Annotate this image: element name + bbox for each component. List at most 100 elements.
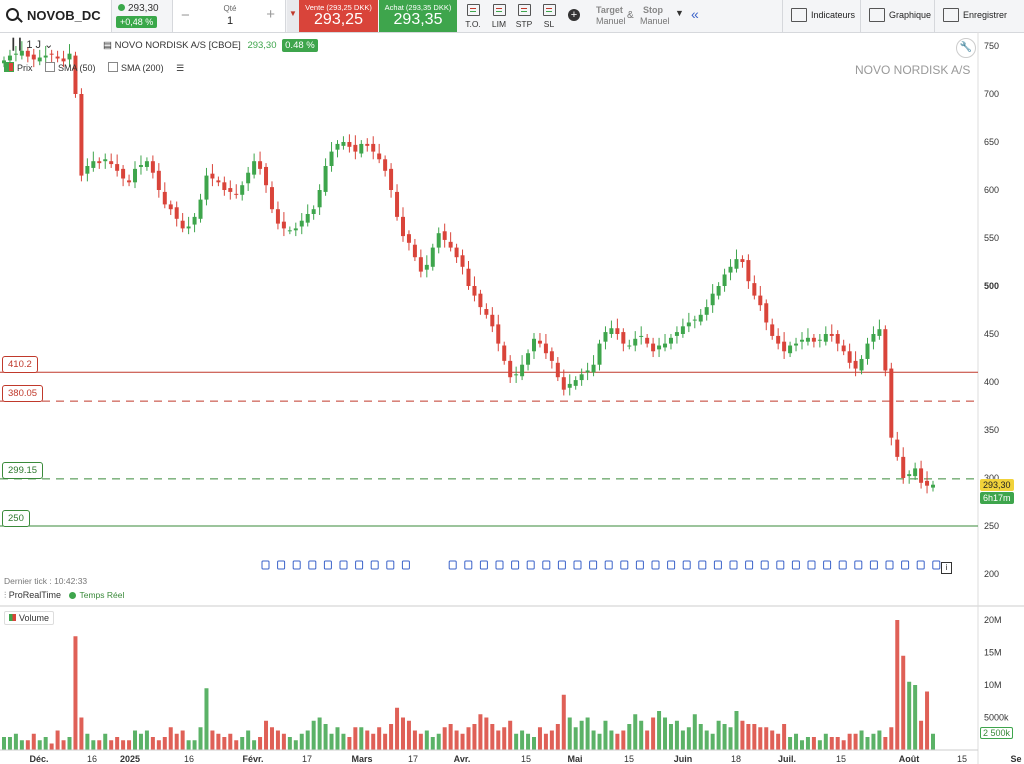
candle	[121, 168, 126, 179]
chevron-down-icon[interactable]: ⌄	[44, 39, 54, 51]
info-icon[interactable]: i	[941, 562, 952, 574]
candle	[811, 337, 816, 342]
candle	[859, 358, 864, 371]
candle-type-icon[interactable]: ┃┃	[10, 39, 24, 51]
order-type-sl[interactable]: SL	[536, 0, 562, 32]
price-tick-label: 700	[984, 89, 999, 99]
candle	[841, 345, 846, 352]
level-label-2[interactable]: 380.05	[2, 385, 44, 402]
candle	[502, 345, 507, 361]
x-tick-label: Févr.	[242, 754, 263, 764]
timeframe-value[interactable]: 1 J	[26, 39, 41, 51]
volume-bar	[133, 730, 138, 750]
order-type-to[interactable]: T.O.	[460, 0, 486, 32]
target-stop-box[interactable]: Target Manuel & Stop Manuel	[582, 0, 672, 32]
legend-sma50-checkbox[interactable]	[45, 62, 56, 72]
candle	[603, 332, 608, 342]
legend-sma200[interactable]: SMA (200)	[108, 62, 164, 73]
timeframe-select[interactable]: ┃┃ 1 J ⌄	[10, 38, 53, 51]
volume-bar	[573, 727, 578, 750]
volume-bar	[680, 730, 685, 750]
top-toolbar: NOVOB_DC 293,30 +0,48 % − Qté 1 + ▼ Vent…	[0, 0, 1024, 33]
price-chart[interactable]: 750 700 650 600 550 500 450 400 350 300 250 200 20M 1…	[0, 32, 1024, 764]
qty-plus-button[interactable]: +	[266, 6, 275, 23]
candle	[341, 142, 346, 146]
stop-sub: Manuel	[640, 16, 670, 26]
sell-options[interactable]: ▼	[287, 0, 299, 32]
save-button[interactable]: Enregistrer	[934, 0, 1024, 32]
volume-bar	[478, 714, 483, 750]
candle	[395, 191, 400, 217]
provider-icon: ⫶	[4, 590, 7, 600]
realtime-dot-icon	[69, 592, 77, 599]
candle	[377, 153, 382, 160]
buy-button[interactable]: Achat (293,35 DKK) 293,35	[379, 0, 457, 32]
volume-marker: 2 500k	[980, 727, 1014, 739]
candle	[448, 241, 453, 248]
qty-minus-button[interactable]: −	[181, 7, 190, 24]
target-options[interactable]: ▼	[672, 0, 686, 32]
candle	[532, 338, 537, 352]
volume-bar	[287, 737, 292, 750]
chart-button[interactable]: Graphique	[860, 0, 934, 32]
candle	[436, 233, 441, 248]
volume-bar	[847, 733, 852, 750]
stop-label: Stop	[643, 5, 663, 15]
quantity-stepper[interactable]: − Qté 1 +	[172, 0, 286, 32]
order-to-label: T.O.	[465, 19, 481, 29]
volume-bar	[663, 717, 668, 750]
order-type-lim[interactable]: LIM	[486, 0, 512, 32]
candle	[561, 377, 566, 390]
candle	[228, 188, 233, 192]
legend-prix[interactable]: Prix	[4, 62, 33, 73]
level-label-4[interactable]: 250	[2, 510, 30, 527]
sell-button[interactable]: Vente (293,25 DKK) 293,25	[299, 0, 378, 32]
chevron-down-icon[interactable]: ▼	[289, 9, 297, 18]
candle	[633, 338, 638, 346]
qty-input[interactable]: 1	[226, 15, 234, 27]
symbol-search[interactable]: NOVOB_DC	[0, 0, 112, 32]
price-tick-label: 200	[984, 569, 999, 579]
volume-bar	[186, 740, 191, 750]
event-icon	[838, 560, 847, 570]
volume-legend[interactable]: Volume	[4, 611, 55, 625]
amp: &	[627, 10, 634, 21]
chevron-down-icon[interactable]: ▼	[675, 8, 684, 18]
candle	[55, 56, 60, 59]
search-icon[interactable]	[6, 8, 19, 21]
wrench-icon[interactable]: 🔧	[956, 38, 976, 58]
legend-sma50[interactable]: SMA (50)	[45, 62, 96, 73]
volume-bar	[234, 740, 239, 750]
candle	[198, 199, 203, 219]
collapse-icon[interactable]: «	[691, 6, 699, 22]
volume-bar	[490, 724, 495, 750]
indicators-button[interactable]: Indicateurs	[782, 0, 860, 32]
volume-bar	[639, 720, 644, 750]
order-lim-label: LIM	[491, 19, 507, 29]
legend-prix-checkbox[interactable]	[4, 62, 14, 72]
x-tick-label: 17	[302, 754, 312, 764]
candle	[710, 293, 715, 306]
add-target-stop-button[interactable]: +	[566, 0, 582, 32]
symbol-name[interactable]: NOVOB_DC	[27, 8, 101, 23]
candle	[555, 362, 560, 378]
level-label-3[interactable]: 299.15	[2, 462, 44, 479]
candle	[674, 332, 679, 336]
volume-bar	[281, 733, 286, 750]
candle	[663, 343, 668, 348]
volume-bar	[788, 737, 793, 750]
plus-circle-icon[interactable]: +	[568, 9, 580, 21]
level-label-1[interactable]: 410.2	[2, 356, 38, 373]
candle	[526, 353, 531, 365]
legend-sma200-checkbox[interactable]	[108, 62, 119, 72]
volume-bar	[144, 730, 149, 750]
volume-bar	[889, 727, 894, 750]
order-type-stp[interactable]: STP	[511, 0, 537, 32]
event-icon	[292, 560, 301, 570]
collapse-button[interactable]: «	[688, 0, 704, 32]
candle	[454, 247, 459, 258]
candle	[85, 166, 90, 174]
legend-list-icon[interactable]: ☰	[176, 63, 185, 73]
event-icon	[604, 560, 613, 570]
price-tick-label: 300	[984, 473, 999, 483]
